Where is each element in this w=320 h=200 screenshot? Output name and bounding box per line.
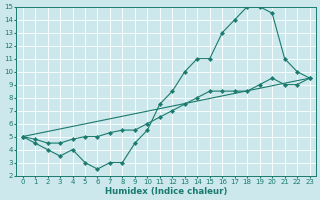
X-axis label: Humidex (Indice chaleur): Humidex (Indice chaleur) [105,187,227,196]
